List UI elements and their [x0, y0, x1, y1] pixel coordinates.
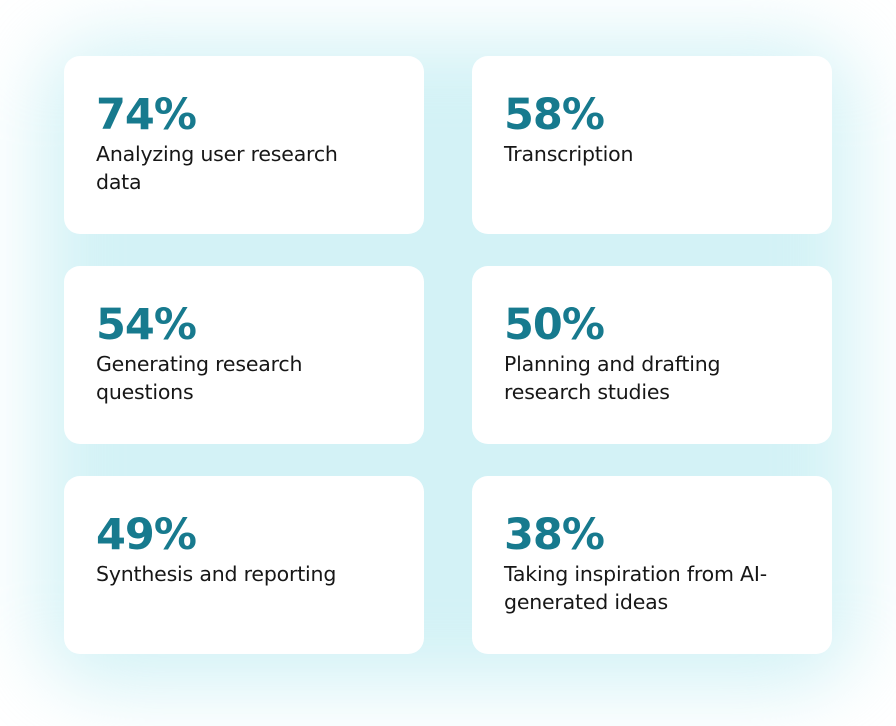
stat-card: 58% Transcription	[472, 56, 832, 234]
stat-label: Synthesis and reporting	[96, 562, 337, 586]
stat-card: 74% Analyzing user research data	[64, 56, 424, 234]
stat-label: Analyzing user research data	[96, 142, 338, 194]
stat-percent: 49%	[96, 510, 197, 560]
stat-card: 54% Generating research questions	[64, 266, 424, 444]
stat-card: 49% Synthesis and reporting	[64, 476, 424, 654]
stat-percent: 58%	[504, 90, 605, 140]
stat-label: Transcription	[504, 142, 634, 166]
stat-percent: 54%	[96, 300, 197, 350]
stat-label: Taking inspiration from AI-generated ide…	[504, 562, 767, 614]
stat-percent: 50%	[504, 300, 605, 350]
stat-label: Planning and drafting research studies	[504, 352, 721, 404]
stat-card: 38% Taking inspiration from AI-generated…	[472, 476, 832, 654]
stat-percent: 74%	[96, 90, 197, 140]
stat-label: Generating research questions	[96, 352, 303, 404]
stat-percent: 38%	[504, 510, 605, 560]
stat-card: 50% Planning and drafting research studi…	[472, 266, 832, 444]
